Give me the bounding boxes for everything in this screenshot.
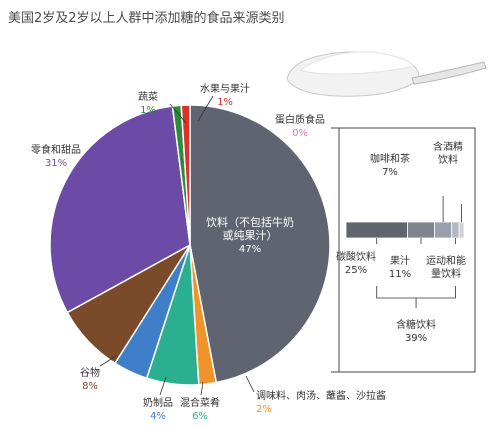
leader-line-3 bbox=[159, 376, 167, 396]
slice-pct-8: 0% bbox=[292, 128, 308, 139]
slice-pct-2: 6% bbox=[192, 411, 208, 422]
slice-label-0-line-1: 或纯果汁） bbox=[223, 229, 278, 242]
slice-pct-1: 2% bbox=[256, 404, 272, 415]
breakdown-label-4-line-1: 饮料 bbox=[438, 153, 458, 166]
breakdown-segment-3 bbox=[451, 221, 460, 239]
slice-pct-3: 4% bbox=[150, 411, 166, 422]
breakdown-box bbox=[338, 127, 476, 373]
slice-label-1: 调味料、肉汤、蘸酱、沙拉酱 bbox=[256, 389, 386, 402]
breakdown-segment-4 bbox=[458, 221, 465, 239]
slice-pct-5: 31% bbox=[45, 158, 67, 169]
slice-label-3: 奶制品 bbox=[143, 396, 173, 409]
breakdown-label-0-line-0: 碳酸饮料 bbox=[336, 250, 376, 263]
slice-label-2: 混合菜肴 bbox=[180, 396, 220, 409]
slice-label-8: 蛋白质食品 bbox=[275, 113, 325, 126]
leader-line-1 bbox=[245, 375, 255, 393]
breakdown-label-2-line-1: 7% bbox=[382, 167, 398, 178]
leader-line-2 bbox=[200, 381, 204, 396]
slice-pct-7: 1% bbox=[217, 97, 233, 108]
slice-pct-4: 8% bbox=[82, 381, 98, 392]
breakdown-label-2-line-0: 咖啡和茶 bbox=[370, 152, 410, 165]
breakdown-label-3-line-1: 量饮料 bbox=[431, 267, 461, 280]
slice-pct-6: 1% bbox=[140, 105, 156, 116]
slice-label-6: 蔬菜 bbox=[138, 91, 158, 103]
slice-pct-0: 47% bbox=[239, 244, 261, 255]
sugary-drinks-label-line-0: 含糖饮料 bbox=[396, 318, 436, 331]
pie-slice-7 bbox=[180, 104, 191, 246]
sugary-drinks-label-line-1: 39% bbox=[405, 333, 427, 344]
pie-slice-0 bbox=[189, 104, 331, 384]
leader-line-6 bbox=[169, 103, 187, 124]
slice-label-7: 水果与果汁 bbox=[200, 82, 250, 95]
breakdown-label-1-line-1: 11% bbox=[389, 269, 411, 280]
breakdown-label-3-line-0: 运动和能 bbox=[426, 254, 466, 267]
chart-title: 美国2岁及2岁以上人群中添加糖的食品来源类别 bbox=[8, 10, 285, 26]
sugary-drinks-bracket bbox=[376, 286, 456, 299]
slice-label-4: 谷物 bbox=[80, 366, 100, 379]
breakdown-segment-2 bbox=[434, 221, 453, 239]
breakdown-segment-1 bbox=[407, 221, 435, 239]
sugar-spoon-icon bbox=[286, 51, 487, 97]
slice-label-0-line-0: 饮料（不包括牛奶 bbox=[206, 215, 294, 229]
breakdown-label-1-line-0: 果汁 bbox=[390, 254, 410, 267]
breakdown-label-4-line-0: 含酒精 bbox=[433, 140, 463, 153]
slice-label-5: 零食和甜品 bbox=[31, 143, 81, 156]
leader-line-4 bbox=[99, 355, 117, 367]
breakdown-segment-0 bbox=[345, 221, 408, 239]
leader-line-7 bbox=[197, 95, 214, 122]
pie-slice-5 bbox=[49, 105, 191, 314]
breakdown-label-0-line-1: 25% bbox=[345, 265, 367, 276]
